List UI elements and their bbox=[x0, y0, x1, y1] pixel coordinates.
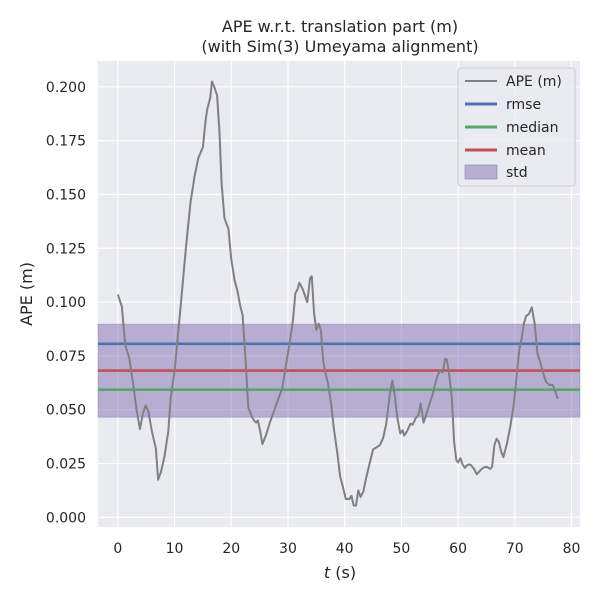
x-tick-label: 30 bbox=[279, 541, 297, 557]
chart-subtitle: (with Sim(3) Umeyama alignment) bbox=[201, 37, 478, 56]
y-tick-label: 0.000 bbox=[46, 510, 86, 526]
legend-label-ape: APE (m) bbox=[506, 74, 562, 90]
y-tick-label: 0.175 bbox=[46, 134, 86, 150]
legend-label-median: median bbox=[506, 120, 558, 136]
legend-label-rmse: rmse bbox=[506, 97, 541, 113]
y-tick-label: 0.150 bbox=[46, 187, 86, 203]
x-tick-label: 20 bbox=[222, 541, 240, 557]
y-tick-label: 0.100 bbox=[46, 295, 86, 311]
y-tick-label: 0.075 bbox=[46, 349, 86, 365]
legend-box bbox=[457, 67, 576, 187]
x-tick-label: 10 bbox=[166, 541, 184, 557]
x-axis-label: t (s) bbox=[324, 563, 356, 582]
y-tick-label: 0.125 bbox=[46, 241, 86, 257]
y-tick-label: 0.050 bbox=[46, 403, 86, 419]
chart-title: APE w.r.t. translation part (m) bbox=[222, 17, 458, 36]
y-tick-labels: 0.000 0.025 0.050 0.075 0.100 0.125 0.150 0.175… bbox=[46, 80, 86, 526]
x-tick-label: 60 bbox=[449, 541, 467, 557]
x-tick-label: 0 bbox=[113, 541, 122, 557]
y-tick-label: 0.200 bbox=[46, 80, 86, 96]
legend-swatch-std bbox=[464, 164, 498, 180]
legend-label-std: std bbox=[506, 165, 528, 181]
legend-label-mean: mean bbox=[506, 143, 546, 159]
x-tick-label: 70 bbox=[506, 541, 524, 557]
x-axis-label-unit: (s) bbox=[330, 563, 356, 582]
y-axis-label: APE (m) bbox=[17, 262, 36, 326]
x-tick-label: 40 bbox=[336, 541, 354, 557]
ape-series-line bbox=[116, 80, 559, 507]
x-axis-label-variable: t bbox=[324, 563, 331, 582]
x-tick-label: 50 bbox=[392, 541, 410, 557]
x-tick-labels: 0 10 20 30 40 50 60 70 80 bbox=[113, 541, 580, 557]
x-tick-label: 80 bbox=[563, 541, 581, 557]
y-tick-label: 0.025 bbox=[46, 457, 86, 473]
legend: APE (m) rmse median mean std bbox=[457, 67, 576, 187]
